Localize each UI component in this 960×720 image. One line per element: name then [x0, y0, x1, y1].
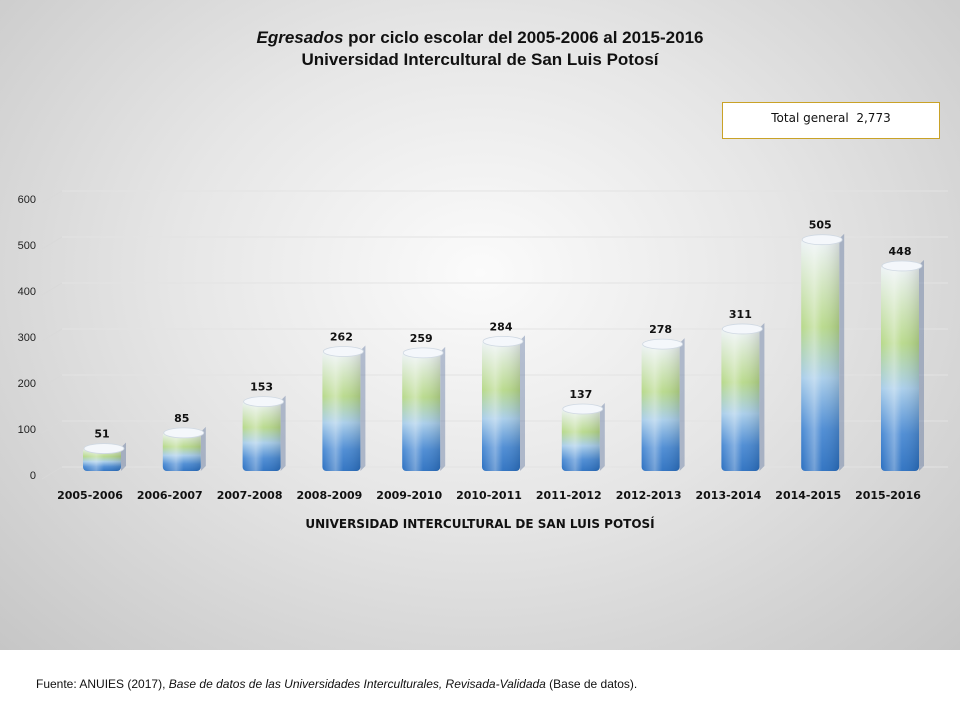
bar — [482, 335, 525, 471]
x-tick-label: 2014-2015 — [775, 489, 841, 502]
bar-side — [599, 402, 605, 471]
x-tick-label: 2012-2013 — [616, 489, 682, 502]
data-label: 284 — [490, 320, 513, 333]
y-tick-label: 0 — [30, 470, 36, 482]
gridline-depth — [41, 190, 63, 204]
bar-cap — [801, 234, 843, 246]
data-label: 137 — [569, 388, 592, 401]
y-tick-label: 600 — [18, 194, 36, 206]
bar-cap — [881, 260, 923, 272]
gridline-depth — [41, 420, 63, 434]
bar-side — [280, 395, 286, 471]
x-tick-label: 2009-2010 — [376, 489, 442, 502]
bar-cap — [243, 396, 285, 408]
bar-chart: 0 100 200 300 400 500 600 51 2005-2006 85 2006-200… — [18, 190, 948, 502]
bar-shine — [881, 264, 919, 471]
x-tick-label: 2008-2009 — [297, 489, 363, 502]
chart-title-rest: por ciclo escolar del 2005-2006 al 2015-… — [343, 28, 704, 47]
bar — [242, 395, 286, 471]
bar — [402, 346, 446, 471]
bar-shine — [801, 238, 840, 471]
gridline-depth — [41, 374, 63, 388]
chart-title-line1: Egresados por ciclo escolar del 2005-200… — [0, 27, 960, 48]
y-tick-label: 300 — [18, 332, 36, 344]
x-tick-label: 2011-2012 — [536, 489, 602, 502]
bar-side — [520, 335, 525, 471]
bar — [721, 322, 765, 471]
bar-side — [360, 345, 366, 471]
bar-shine — [721, 327, 760, 471]
bar-cap — [83, 443, 125, 454]
bar-side — [839, 233, 845, 471]
bar-cap — [402, 347, 444, 359]
y-tick-label: 400 — [18, 286, 36, 298]
x-tick-label: 2007-2008 — [217, 489, 283, 502]
bar-shine — [561, 407, 600, 471]
bar — [801, 233, 845, 471]
bar-shine — [242, 400, 281, 471]
bar-cap — [163, 427, 205, 439]
bar — [162, 426, 206, 471]
data-label: 51 — [94, 428, 109, 441]
bar-shine — [162, 431, 201, 471]
gridline-depth — [41, 236, 63, 250]
bar-cap — [562, 403, 604, 415]
data-label: 153 — [250, 381, 273, 394]
bar — [561, 402, 605, 471]
bar — [322, 345, 366, 471]
bar-shine — [482, 340, 520, 471]
y-tick-label: 500 — [18, 240, 36, 252]
source-prefix: Fuente: ANUIES (2017), — [36, 677, 169, 691]
bar-cap — [482, 335, 524, 347]
bar-shine — [402, 351, 441, 471]
x-tick-label: 2013-2014 — [696, 489, 762, 502]
gridline-depth — [41, 328, 63, 342]
data-label: 85 — [174, 412, 189, 425]
source-suffix: (Base de datos). — [545, 677, 638, 691]
chart-title-line2: Universidad Intercultural de San Luis Po… — [301, 50, 659, 69]
bar-shine — [322, 350, 361, 471]
bar-side — [440, 346, 446, 471]
bar-side — [200, 426, 206, 471]
total-general-label: Total general — [771, 111, 849, 125]
source-note: Fuente: ANUIES (2017), Base de datos de … — [36, 677, 637, 691]
y-tick-label: 100 — [18, 424, 36, 436]
bar-side — [679, 338, 685, 471]
x-tick-label: 2005-2006 — [57, 489, 123, 502]
bar-shine — [641, 343, 680, 471]
bar-cap — [722, 323, 763, 335]
bar — [641, 338, 685, 471]
data-label: 278 — [649, 323, 672, 336]
data-label: 448 — [889, 245, 912, 258]
data-label: 262 — [330, 330, 353, 343]
data-label: 311 — [729, 308, 752, 321]
bar-cap — [322, 346, 364, 357]
bar — [881, 259, 924, 471]
total-general-value: 2,773 — [856, 111, 891, 125]
source-title: Base de datos de las Universidades Inter… — [168, 677, 546, 691]
gridline-depth — [41, 282, 63, 296]
data-label: 259 — [410, 332, 433, 345]
bar — [83, 442, 126, 471]
total-general-box: Total general 2,773 — [722, 102, 940, 139]
data-label: 505 — [809, 219, 832, 232]
x-tick-label: 2015-2016 — [855, 489, 921, 502]
bar-cap — [642, 338, 683, 350]
y-tick-label: 200 — [18, 378, 36, 390]
bar-side — [759, 322, 765, 471]
x-tick-label: 2006-2007 — [137, 489, 203, 502]
bar-side — [919, 259, 924, 471]
x-axis-label: UNIVERSIDAD INTERCULTURAL DE SAN LUIS PO… — [305, 517, 655, 531]
chart-title-italic: Egresados — [256, 28, 344, 47]
gridline-depth — [41, 466, 63, 480]
x-tick-label: 2010-2011 — [456, 489, 522, 502]
